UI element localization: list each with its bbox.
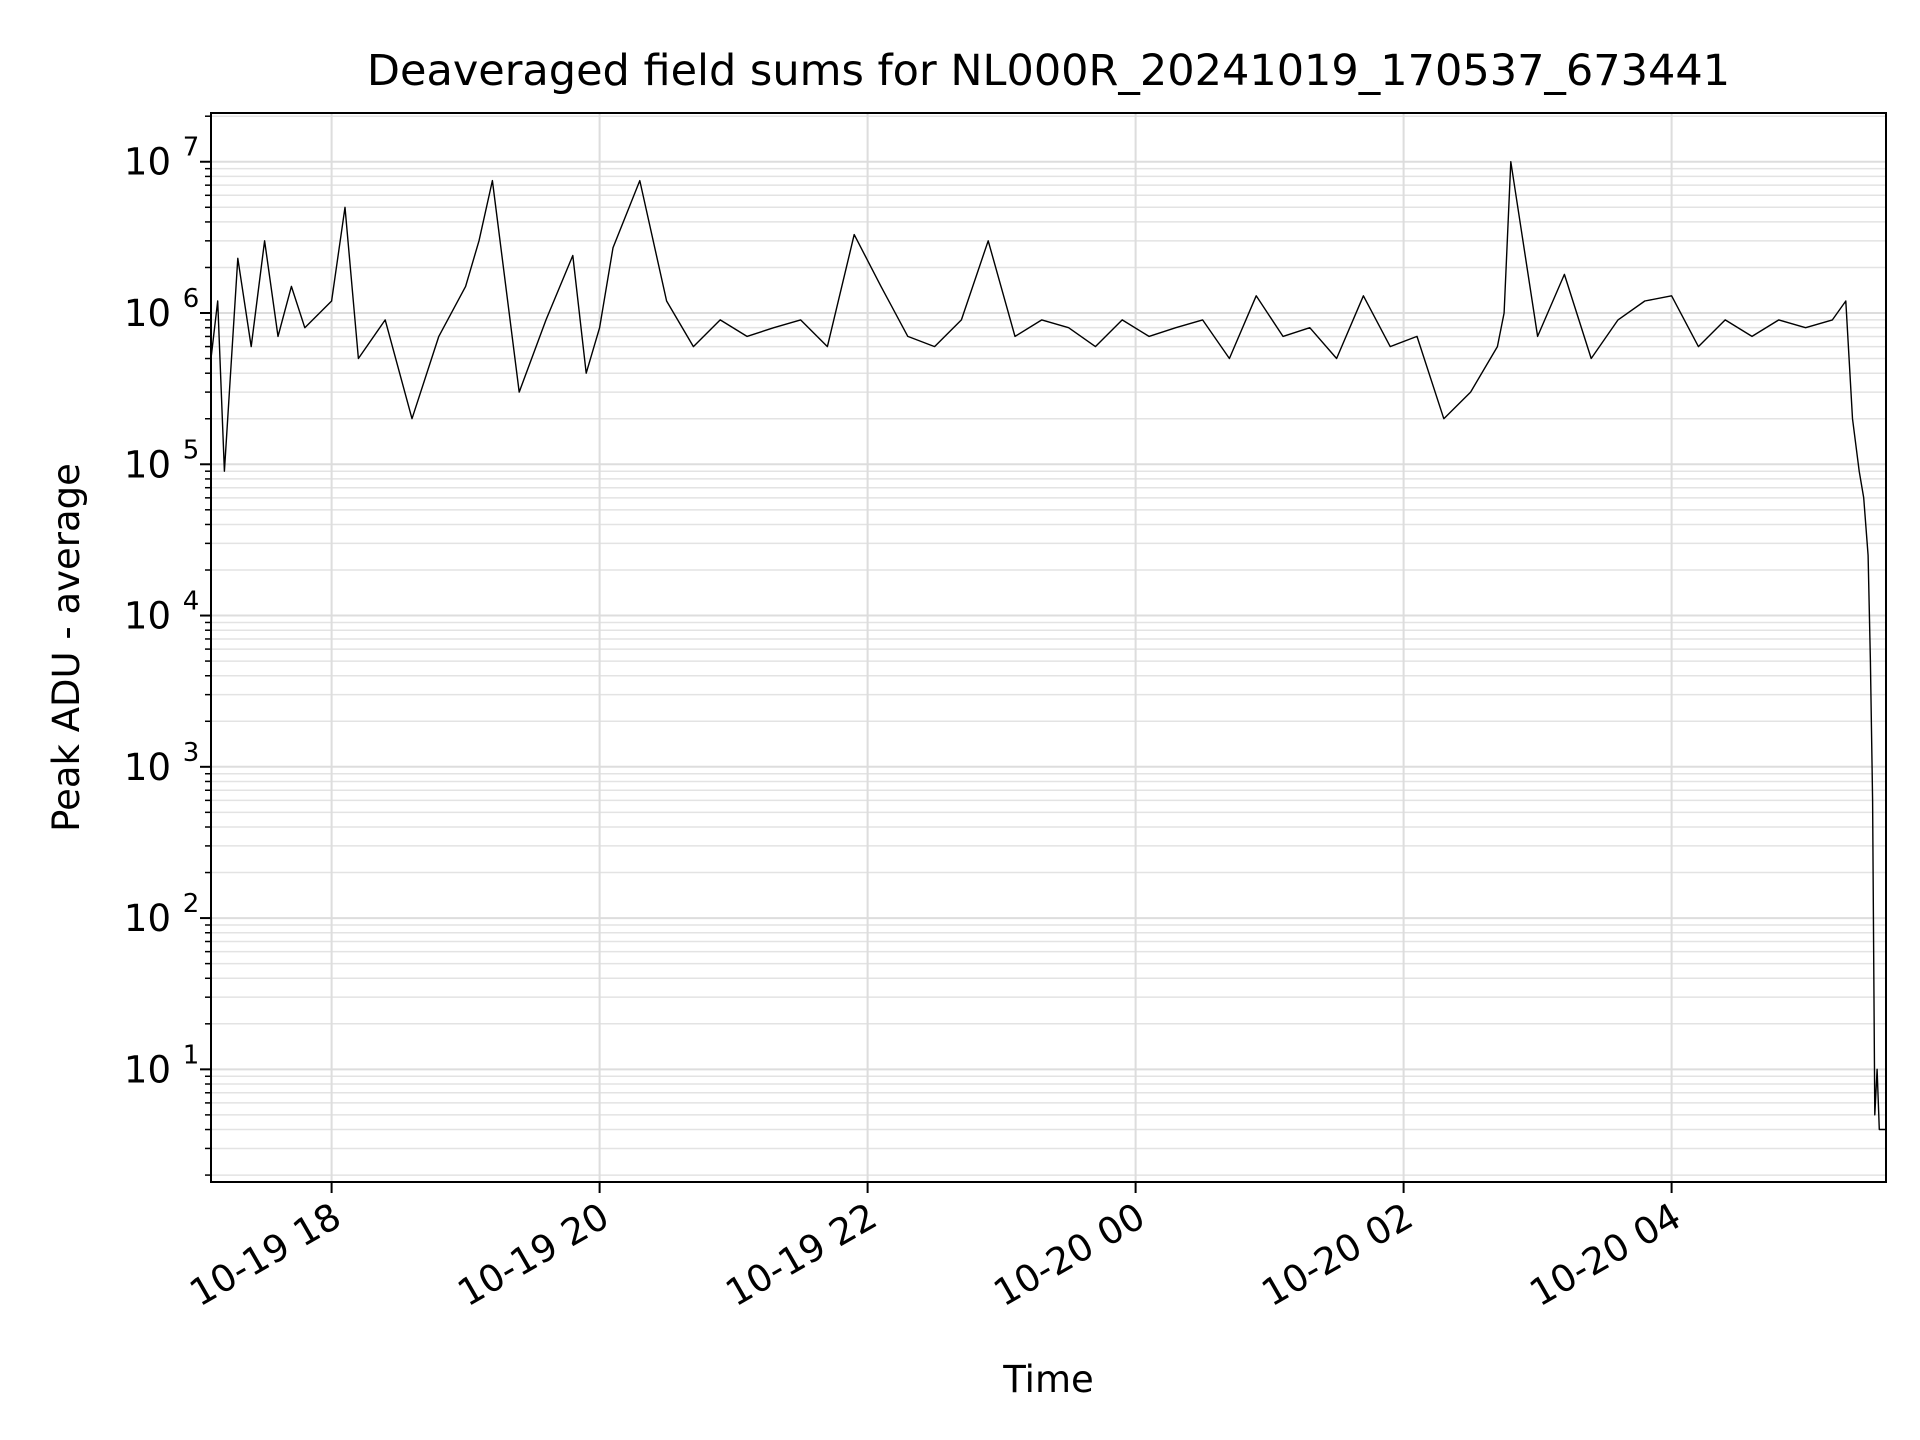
y-tick-label-exponent: 2 (183, 889, 200, 919)
y-tick-label: 10 (124, 746, 171, 789)
y-tick-label-exponent: 4 (183, 587, 200, 617)
plot-frame (210, 112, 1887, 1183)
y-tick-label-exponent: 7 (183, 133, 200, 163)
y-tick-label-exponent: 1 (183, 1040, 200, 1070)
y-tick-label: 10 (124, 443, 171, 486)
y-tick-label-exponent: 6 (183, 284, 200, 314)
series-layer (210, 160, 1886, 1131)
y-tick-label: 10 (124, 897, 171, 940)
series-line (210, 160, 1886, 1131)
chart-title: Deaveraged field sums for NL000R_2024101… (367, 46, 1730, 96)
y-tick-label-exponent: 3 (183, 738, 200, 768)
y-axis-label: Peak ADU - average (45, 463, 88, 832)
y-tick-label: 10 (124, 595, 171, 638)
y-tick-label-exponent: 5 (183, 435, 200, 465)
y-tick-label: 10 (124, 141, 171, 184)
x-axis-label: Time (1002, 1358, 1094, 1401)
grid (211, 113, 1886, 1182)
y-tick-label: 10 (124, 1048, 171, 1091)
y-tick-label: 10 (124, 292, 171, 335)
